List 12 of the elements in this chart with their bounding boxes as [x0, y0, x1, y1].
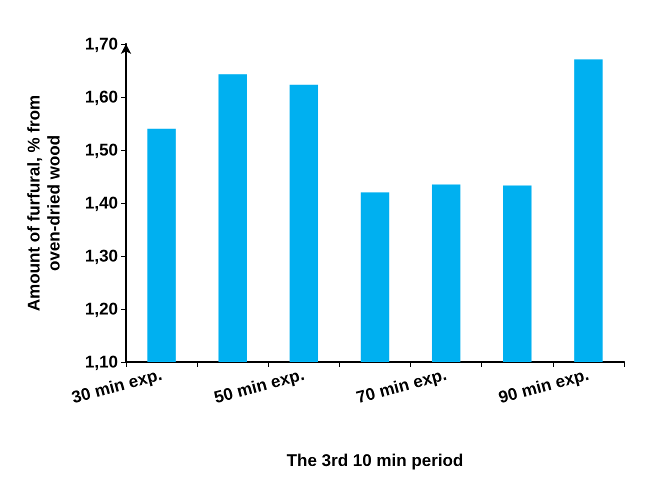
y-tick-label: 1,10: [84, 352, 118, 372]
x-tick-label: 90 min exp.: [496, 364, 591, 408]
x-axis-title: The 3rd 10 min period: [286, 451, 464, 470]
y-tick-label: 1,40: [84, 194, 118, 212]
x-tick-label: 70 min exp.: [354, 364, 449, 408]
y-tick-label: 1,30: [84, 246, 118, 266]
y-tick-label: 1,50: [84, 140, 118, 160]
y-tick-label: 1,70: [84, 34, 118, 54]
y-tick-label: 1,20: [84, 300, 118, 318]
x-tick-label: 50 min exp.: [212, 364, 306, 408]
y-axis-title: Amount of furfural, % from oven-dried wood: [24, 94, 64, 312]
y-tick-label: 1,60: [84, 88, 118, 106]
